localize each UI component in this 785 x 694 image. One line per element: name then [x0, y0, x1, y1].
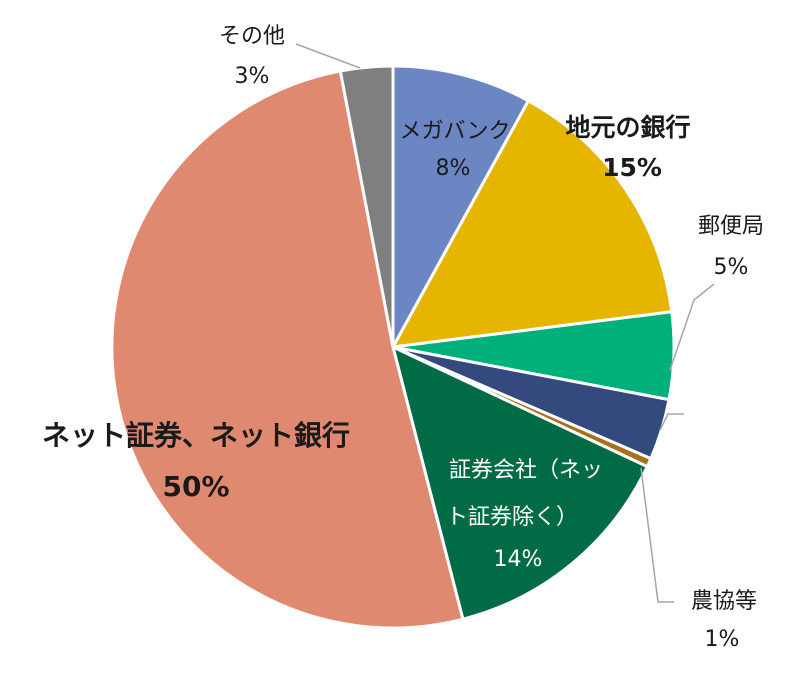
pie-slice-mega-bank: [391, 64, 531, 348]
label-regional-bank: 地元の銀行: [565, 113, 690, 142]
label-other: その他: [219, 24, 285, 49]
pie-slice-net: [110, 69, 465, 630]
value-regional-bank: 15%: [602, 153, 662, 182]
value-net: 50%: [162, 470, 229, 503]
label-securities-line1: 証券会社（ネッ: [449, 458, 603, 483]
value-agri-coop: 1%: [705, 627, 740, 652]
value-post-office: 5%: [714, 255, 749, 280]
label-post-office: 郵便局: [698, 214, 764, 239]
label-agri-coop: 農協等: [691, 589, 757, 614]
value-mega-bank: 8%: [436, 156, 471, 181]
pie-slice-other: [338, 64, 395, 348]
leader-line-other: [295, 43, 361, 69]
label-securities-line2: ト証券除く）: [446, 505, 578, 530]
pie-slice-regional-bank: [390, 98, 674, 349]
pie-slice-securities: [390, 344, 650, 621]
value-securities: 14%: [494, 547, 543, 572]
label-mega-bank: メガバンク: [399, 119, 510, 144]
pie-slices: [110, 64, 676, 630]
leader-line-agri-coop: [640, 467, 674, 603]
leader-line-unlabeled: [659, 413, 684, 431]
leader-line-post-office: [669, 283, 715, 371]
value-other: 3%: [235, 64, 270, 89]
label-net: ネット証券、ネット銀行: [42, 419, 350, 452]
